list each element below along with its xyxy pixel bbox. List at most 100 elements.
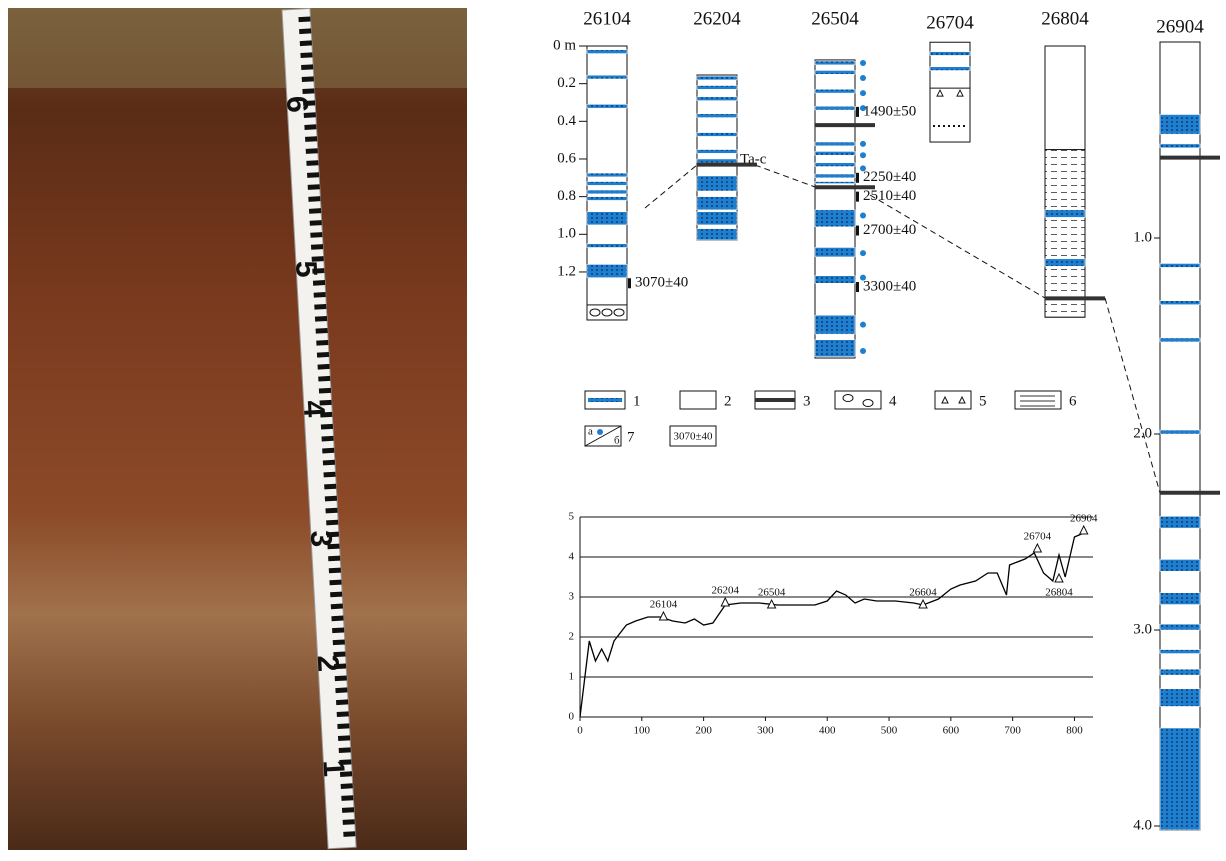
ruler-tick: [322, 447, 335, 454]
sand-layer: [586, 196, 628, 201]
sand-layer: [1159, 592, 1201, 605]
ruler-tick: [304, 124, 317, 130]
x-tick-label: 600: [943, 725, 960, 737]
ruler-tick: [305, 148, 318, 154]
date-label: 2510±40: [863, 188, 916, 204]
date-label: 3300±40: [863, 278, 916, 294]
fossil-dot: [860, 348, 866, 355]
ruler-tick: [301, 76, 314, 83]
sand-layer: [1159, 300, 1201, 305]
ruler-tick: [312, 280, 326, 286]
sand-layer: [586, 104, 628, 109]
ruler-tick: [307, 184, 320, 190]
sand-layer: [696, 149, 738, 154]
grass: [8, 8, 467, 88]
depth-label: 0.6: [557, 150, 576, 166]
ruler-tick: [316, 339, 329, 346]
legend-swatch: [958, 395, 966, 404]
legend-label: 1: [633, 393, 641, 409]
ruler: 1 2 3 4 5 6: [280, 7, 357, 850]
ruler-label: 4: [297, 400, 331, 419]
ruler-label: 1: [316, 759, 350, 777]
pebble: [601, 308, 613, 317]
ruler-tick: [338, 747, 351, 753]
x-tick-label: 100: [634, 725, 651, 737]
ruler-tick: [316, 351, 330, 358]
ruler-tick: [330, 603, 343, 610]
silt-layer: [1044, 149, 1086, 318]
pebble: [589, 308, 601, 317]
ruler-label: 5: [289, 260, 323, 278]
sand-layer: [1159, 623, 1201, 631]
sand-layer: [814, 181, 856, 184]
sand-layer: [1159, 727, 1201, 831]
sand-layer: [1159, 688, 1201, 707]
ruler-tick: [332, 639, 345, 646]
date-mark: [856, 191, 859, 202]
ruler-tick: [314, 304, 327, 310]
ruler-tick: [320, 423, 334, 430]
ruler-tick: [317, 363, 330, 370]
legend-label: 6: [1069, 393, 1077, 409]
ruler-tick: [330, 591, 343, 598]
sand-layer: [1159, 114, 1201, 135]
sand-layer: [696, 196, 738, 211]
sand-layer: [586, 211, 628, 226]
ruler-tick: [303, 112, 316, 118]
sand-layer: [814, 89, 856, 94]
sand-layer: [1159, 516, 1201, 529]
sand-layer: [696, 211, 738, 226]
sand-layer: [1159, 429, 1201, 435]
legend-swatch: [584, 425, 622, 447]
fossil-dot: [860, 250, 866, 257]
legend-sample: 3070±40: [673, 431, 713, 443]
legend-sub: a: [588, 426, 593, 438]
sand-layer: [1159, 559, 1201, 572]
sand-layer: [696, 113, 738, 118]
y-tick-label: 3: [569, 591, 575, 603]
x-tick-label: 200: [695, 725, 712, 737]
sand-layer: [929, 51, 971, 56]
sand-layer: [814, 339, 856, 357]
legend-label: 7: [627, 429, 635, 445]
ruler-tick: [331, 615, 344, 622]
fossil-dot: [860, 75, 866, 82]
ruler-label: 3: [304, 529, 338, 547]
sand-layer: [586, 181, 628, 186]
sand-layer: [586, 189, 628, 195]
ruler-label: 2: [311, 654, 345, 672]
date-mark: [856, 172, 859, 183]
ruler-tick: [341, 807, 355, 813]
ruler-tick: [319, 399, 332, 406]
date-label: 2700±40: [863, 222, 916, 238]
ruler-tick: [305, 136, 318, 142]
x-tick-label: 400: [819, 725, 836, 737]
y-tick-label: 1: [569, 671, 575, 683]
ruler-tick: [321, 435, 334, 442]
sand-layer: [814, 247, 856, 258]
site-label: 26104: [650, 599, 678, 611]
legend-swatch: [588, 398, 622, 402]
sand-layer: [814, 141, 856, 147]
ruler-tick: [341, 795, 354, 801]
sand-layer: [814, 275, 856, 284]
column-name: 26804: [1041, 8, 1089, 29]
column-name: 26204: [693, 8, 741, 29]
ruler-tick: [340, 783, 353, 789]
ruler-tick: [328, 567, 342, 574]
column-name: 26104: [583, 8, 631, 29]
legend-swatch: [941, 395, 949, 404]
ruler-tick: [312, 268, 325, 274]
sand-layer: [814, 151, 856, 156]
ruler-tick: [326, 519, 339, 526]
fossil-dot: [860, 165, 866, 172]
ruler-tick: [334, 675, 347, 682]
fossil-dot: [860, 105, 866, 112]
sand-layer: [696, 132, 738, 137]
depth-label: 1.0: [557, 226, 576, 242]
sand-layer: [929, 66, 971, 71]
ruler-tick: [336, 699, 349, 706]
ruler-tick: [337, 735, 351, 742]
sand-layer: [814, 70, 856, 75]
depth-label: 0.8: [557, 188, 576, 204]
